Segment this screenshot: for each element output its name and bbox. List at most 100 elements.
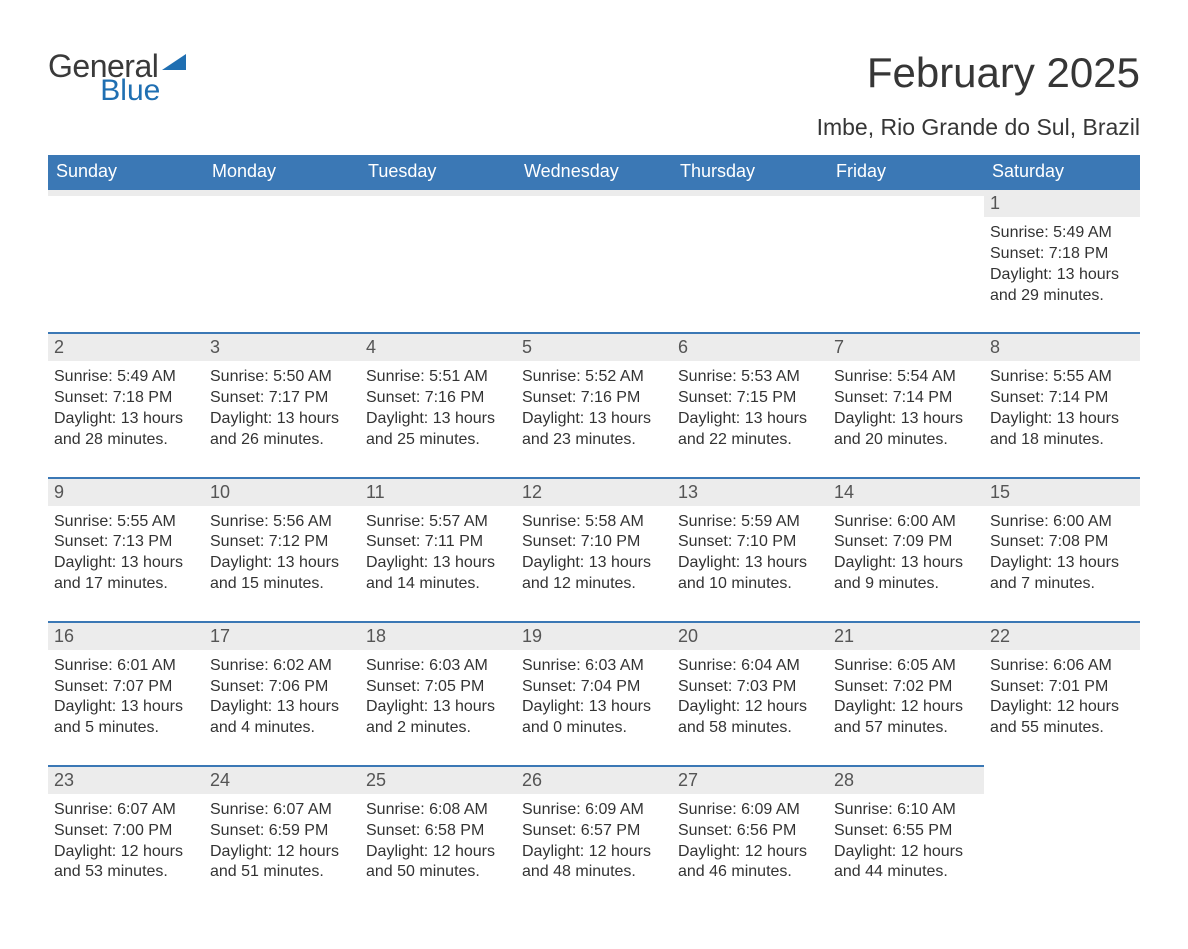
sunset-text: Sunset: 7:13 PM: [54, 532, 198, 553]
daylight-text: Daylight: 12 hours and 58 minutes.: [678, 697, 822, 739]
sunset-text: Sunset: 7:08 PM: [990, 532, 1134, 553]
daylight-text: Daylight: 13 hours and 0 minutes.: [522, 697, 666, 739]
day-number: [828, 188, 984, 196]
day-cell: 7 Sunrise: 5:54 AMSunset: 7:14 PMDaylight…: [828, 332, 984, 476]
week-row: 23Sunrise: 6:07 AMSunset: 7:00 PMDayligh…: [48, 765, 1140, 909]
sunset-text: Sunset: 7:03 PM: [678, 677, 822, 698]
sunset-text: Sunset: 7:01 PM: [990, 677, 1134, 698]
day-cell: 26Sunrise: 6:09 AMSunset: 6:57 PMDayligh…: [516, 765, 672, 909]
daylight-text: Daylight: 13 hours and 18 minutes.: [990, 409, 1134, 451]
day-number: 10: [204, 477, 360, 506]
sunrise-text: Sunrise: 5:49 AM: [54, 367, 198, 388]
day-number: 27: [672, 765, 828, 794]
daylight-text: Daylight: 12 hours and 50 minutes.: [366, 842, 510, 884]
daylight-text: Daylight: 13 hours and 2 minutes.: [366, 697, 510, 739]
sunrise-text: Sunrise: 5:55 AM: [54, 512, 198, 533]
day-number: 4: [360, 332, 516, 361]
daylight-text: Daylight: 13 hours and 23 minutes.: [522, 409, 666, 451]
day-number: [360, 188, 516, 196]
daylight-text: Daylight: 13 hours and 12 minutes.: [522, 553, 666, 595]
daylight-text: Daylight: 13 hours and 17 minutes.: [54, 553, 198, 595]
day-cell: 22Sunrise: 6:06 AMSunset: 7:01 PMDayligh…: [984, 621, 1140, 765]
day-cell: 19Sunrise: 6:03 AMSunset: 7:04 PMDayligh…: [516, 621, 672, 765]
day-number: 19: [516, 621, 672, 650]
weekday-wednesday: Wednesday: [516, 155, 672, 188]
sunrise-text: Sunrise: 5:58 AM: [522, 512, 666, 533]
day-cell: 9 Sunrise: 5:55 AMSunset: 7:13 PMDaylight…: [48, 477, 204, 621]
day-number: 18: [360, 621, 516, 650]
sunrise-text: Sunrise: 6:02 AM: [210, 656, 354, 677]
daylight-text: Daylight: 12 hours and 48 minutes.: [522, 842, 666, 884]
sunset-text: Sunset: 7:11 PM: [366, 532, 510, 553]
sunrise-text: Sunrise: 6:04 AM: [678, 656, 822, 677]
day-number: 2: [48, 332, 204, 361]
sunrise-text: Sunrise: 5:54 AM: [834, 367, 978, 388]
day-number: 13: [672, 477, 828, 506]
daylight-text: Daylight: 13 hours and 15 minutes.: [210, 553, 354, 595]
week-row: 1Sunrise: 5:49 AMSunset: 7:18 PMDaylight…: [48, 188, 1140, 332]
logo-mark-icon: [162, 54, 192, 76]
sunset-text: Sunset: 7:14 PM: [834, 388, 978, 409]
daylight-text: Daylight: 12 hours and 51 minutes.: [210, 842, 354, 884]
daylight-text: Daylight: 12 hours and 44 minutes.: [834, 842, 978, 884]
sunrise-text: Sunrise: 5:51 AM: [366, 367, 510, 388]
daylight-text: Daylight: 13 hours and 20 minutes.: [834, 409, 978, 451]
daylight-text: Daylight: 12 hours and 57 minutes.: [834, 697, 978, 739]
daylight-text: Daylight: 13 hours and 25 minutes.: [366, 409, 510, 451]
daylight-text: Daylight: 13 hours and 10 minutes.: [678, 553, 822, 595]
sunrise-text: Sunrise: 5:50 AM: [210, 367, 354, 388]
logo: General Blue: [48, 50, 192, 106]
page-header: General Blue February 2025 Imbe, Rio Gra…: [48, 50, 1140, 141]
day-cell: 8Sunrise: 5:55 AMSunset: 7:14 PMDaylight…: [984, 332, 1140, 476]
day-cell: 14Sunrise: 6:00 AMSunset: 7:09 PMDayligh…: [828, 477, 984, 621]
day-cell: 20Sunrise: 6:04 AMSunset: 7:03 PMDayligh…: [672, 621, 828, 765]
sunrise-text: Sunrise: 6:00 AM: [990, 512, 1134, 533]
sunset-text: Sunset: 7:10 PM: [678, 532, 822, 553]
sunset-text: Sunset: 7:09 PM: [834, 532, 978, 553]
day-cell: 1Sunrise: 5:49 AMSunset: 7:18 PMDaylight…: [984, 188, 1140, 332]
day-cell: 3Sunrise: 5:50 AMSunset: 7:17 PMDaylight…: [204, 332, 360, 476]
weekday-sunday: Sunday: [48, 155, 204, 188]
sunset-text: Sunset: 6:55 PM: [834, 821, 978, 842]
day-cell: 2Sunrise: 5:49 AMSunset: 7:18 PMDaylight…: [48, 332, 204, 476]
day-cell: 12Sunrise: 5:58 AMSunset: 7:10 PMDayligh…: [516, 477, 672, 621]
daylight-text: Daylight: 13 hours and 7 minutes.: [990, 553, 1134, 595]
day-number: 26: [516, 765, 672, 794]
day-cell: 4 Sunrise: 5:51 AMSunset: 7:16 PMDaylight…: [360, 332, 516, 476]
sunrise-text: Sunrise: 6:07 AM: [210, 800, 354, 821]
week-row: 2Sunrise: 5:49 AMSunset: 7:18 PMDaylight…: [48, 332, 1140, 476]
month-title: February 2025: [817, 50, 1140, 96]
day-cell: [48, 188, 204, 332]
daylight-text: Daylight: 13 hours and 29 minutes.: [990, 265, 1134, 307]
sunset-text: Sunset: 7:02 PM: [834, 677, 978, 698]
day-cell: 6Sunrise: 5:53 AMSunset: 7:15 PMDaylight…: [672, 332, 828, 476]
day-number: [204, 188, 360, 196]
day-cell: 21Sunrise: 6:05 AMSunset: 7:02 PMDayligh…: [828, 621, 984, 765]
daylight-text: Daylight: 13 hours and 14 minutes.: [366, 553, 510, 595]
title-block: February 2025 Imbe, Rio Grande do Sul, B…: [817, 50, 1140, 141]
daylight-text: Daylight: 12 hours and 53 minutes.: [54, 842, 198, 884]
day-number: 1: [984, 188, 1140, 217]
day-number: 5: [516, 332, 672, 361]
day-cell: 16Sunrise: 6:01 AMSunset: 7:07 PMDayligh…: [48, 621, 204, 765]
day-cell: [360, 188, 516, 332]
sunrise-text: Sunrise: 6:09 AM: [678, 800, 822, 821]
weekday-header-row: Sunday Monday Tuesday Wednesday Thursday…: [48, 155, 1140, 188]
day-number: 7: [828, 332, 984, 361]
sunset-text: Sunset: 7:07 PM: [54, 677, 198, 698]
day-number: 9: [48, 477, 204, 506]
sunrise-text: Sunrise: 6:03 AM: [366, 656, 510, 677]
daylight-text: Daylight: 13 hours and 4 minutes.: [210, 697, 354, 739]
logo-text: General Blue: [48, 50, 158, 106]
sunrise-text: Sunrise: 6:09 AM: [522, 800, 666, 821]
sunrise-text: Sunrise: 5:57 AM: [366, 512, 510, 533]
day-cell: 5Sunrise: 5:52 AMSunset: 7:16 PMDaylight…: [516, 332, 672, 476]
sunrise-text: Sunrise: 6:05 AM: [834, 656, 978, 677]
sunset-text: Sunset: 7:06 PM: [210, 677, 354, 698]
sunrise-text: Sunrise: 5:56 AM: [210, 512, 354, 533]
daylight-text: Daylight: 12 hours and 46 minutes.: [678, 842, 822, 884]
daylight-text: Daylight: 13 hours and 22 minutes.: [678, 409, 822, 451]
day-cell: [672, 188, 828, 332]
sunset-text: Sunset: 7:16 PM: [366, 388, 510, 409]
day-number: 14: [828, 477, 984, 506]
